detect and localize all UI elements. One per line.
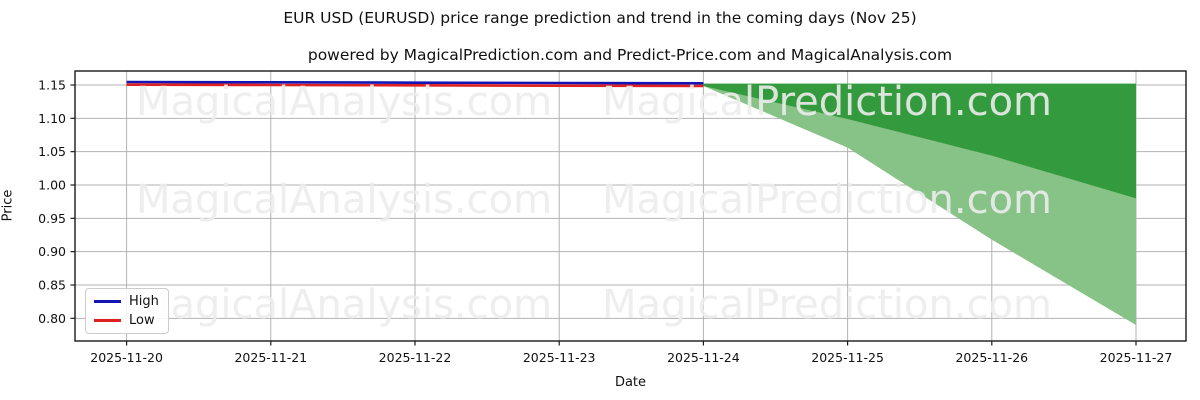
y-axis-label: Price — [0, 189, 16, 222]
y-tick-label: 0.90 — [38, 244, 66, 259]
y-tick-label: 1.10 — [38, 111, 66, 126]
legend-label-low: Low — [129, 313, 155, 328]
high-line — [126, 80, 704, 85]
watermark-text: MagicalPrediction.com — [602, 282, 1052, 328]
watermark-text: MagicalAnalysis.com — [136, 177, 552, 223]
low-line — [126, 83, 704, 88]
watermark-text: MagicalAnalysis.com — [136, 282, 552, 328]
x-tick-label: 2025-11-20 — [90, 350, 163, 365]
legend-label-high: High — [129, 294, 159, 309]
x-axis-label: Date — [614, 375, 647, 390]
y-tick-label: 1.05 — [38, 144, 66, 159]
chart-title: EUR USD (EURUSD) price range prediction … — [283, 9, 917, 27]
x-tick-label: 2025-11-21 — [234, 350, 307, 365]
y-tick-label: 0.85 — [38, 278, 66, 293]
x-tick-label: 2025-11-25 — [811, 350, 884, 365]
x-tick-label: 2025-11-27 — [1100, 350, 1173, 365]
legend-item-low: Low — [94, 314, 159, 327]
x-tick-label: 2025-11-23 — [523, 350, 596, 365]
y-tick-label: 1.00 — [38, 178, 66, 193]
high-line-swatch — [94, 300, 121, 303]
y-tick-label: 1.15 — [38, 78, 66, 93]
chart-subtitle: powered by MagicalPrediction.com and Pre… — [307, 46, 953, 64]
plot-border — [74, 70, 1187, 342]
legend-item-high: High — [94, 295, 159, 308]
watermark-text: MagicalPrediction.com — [602, 177, 1052, 223]
low-line-swatch — [94, 319, 121, 322]
watermark-text: MagicalPrediction.com — [602, 79, 1052, 125]
legend: High Low — [85, 288, 169, 334]
y-tick-label: 0.80 — [38, 311, 66, 326]
x-tick-label: 2025-11-22 — [379, 350, 452, 365]
y-tick-label: 0.95 — [38, 211, 66, 226]
watermark-text: MagicalAnalysis.com — [136, 79, 552, 125]
x-tick-label: 2025-11-26 — [955, 350, 1028, 365]
x-tick-label: 2025-11-24 — [667, 350, 740, 365]
prediction-range-inner-band — [703, 83, 1136, 199]
